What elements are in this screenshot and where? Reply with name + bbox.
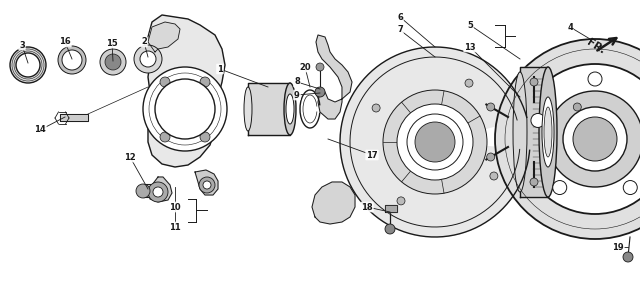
Text: 20: 20 [299, 63, 311, 72]
Polygon shape [148, 177, 172, 202]
Ellipse shape [244, 87, 252, 131]
Circle shape [200, 132, 210, 142]
Text: 5: 5 [467, 21, 473, 29]
Polygon shape [60, 114, 88, 121]
Circle shape [105, 54, 121, 70]
Text: 2: 2 [141, 37, 147, 46]
Circle shape [155, 79, 215, 139]
Circle shape [547, 91, 640, 187]
Circle shape [10, 47, 46, 83]
Text: 8: 8 [294, 77, 300, 87]
Circle shape [385, 224, 395, 234]
Circle shape [315, 87, 325, 97]
Circle shape [203, 181, 211, 189]
Polygon shape [148, 22, 180, 52]
Text: 1: 1 [217, 64, 223, 73]
Polygon shape [316, 35, 352, 119]
Ellipse shape [539, 67, 557, 197]
Circle shape [136, 184, 150, 198]
Circle shape [200, 77, 210, 87]
Text: 19: 19 [612, 243, 624, 251]
Circle shape [397, 197, 405, 205]
Ellipse shape [513, 72, 527, 192]
Circle shape [490, 172, 498, 180]
Circle shape [372, 104, 380, 112]
Circle shape [160, 77, 170, 87]
Circle shape [160, 132, 170, 142]
Circle shape [199, 177, 215, 193]
Circle shape [16, 53, 40, 77]
Circle shape [140, 51, 156, 67]
Text: 6: 6 [397, 13, 403, 21]
Text: 14: 14 [34, 126, 46, 134]
Circle shape [148, 182, 168, 202]
Polygon shape [520, 67, 548, 197]
Text: 7: 7 [397, 25, 403, 34]
Text: 17: 17 [366, 150, 378, 160]
Text: 16: 16 [59, 37, 71, 46]
Circle shape [623, 181, 637, 195]
Circle shape [553, 181, 567, 195]
Text: 15: 15 [106, 38, 118, 48]
Circle shape [397, 104, 473, 180]
Circle shape [100, 49, 126, 75]
Ellipse shape [286, 94, 294, 124]
Circle shape [58, 46, 86, 74]
Circle shape [573, 117, 617, 161]
Ellipse shape [542, 97, 554, 167]
Ellipse shape [544, 107, 552, 157]
Polygon shape [340, 47, 530, 237]
Circle shape [316, 63, 324, 71]
Circle shape [109, 58, 117, 66]
Text: 11: 11 [169, 223, 181, 231]
Polygon shape [385, 205, 397, 212]
Circle shape [486, 153, 495, 161]
Text: 18: 18 [361, 203, 373, 212]
Circle shape [563, 107, 627, 171]
Circle shape [623, 252, 633, 262]
Polygon shape [195, 170, 218, 195]
Circle shape [153, 187, 163, 197]
Circle shape [495, 39, 640, 239]
Circle shape [486, 103, 495, 111]
Text: 4: 4 [567, 22, 573, 32]
Circle shape [530, 178, 538, 186]
Text: 3: 3 [19, 41, 25, 49]
Polygon shape [143, 184, 155, 197]
Text: 13: 13 [464, 42, 476, 52]
Circle shape [465, 79, 473, 87]
Circle shape [143, 67, 227, 151]
Circle shape [573, 103, 581, 111]
Circle shape [588, 72, 602, 86]
Ellipse shape [284, 83, 296, 135]
Circle shape [134, 45, 162, 73]
Circle shape [531, 114, 545, 127]
Polygon shape [148, 15, 225, 167]
Circle shape [415, 122, 455, 162]
Text: FR.: FR. [585, 37, 607, 56]
Polygon shape [312, 182, 355, 224]
Polygon shape [248, 83, 290, 135]
Circle shape [407, 114, 463, 170]
Circle shape [530, 78, 538, 86]
Circle shape [383, 90, 487, 194]
Text: 10: 10 [169, 203, 181, 212]
Circle shape [62, 50, 82, 70]
Circle shape [520, 64, 640, 214]
Text: 9: 9 [294, 91, 300, 99]
Text: 12: 12 [124, 153, 136, 161]
